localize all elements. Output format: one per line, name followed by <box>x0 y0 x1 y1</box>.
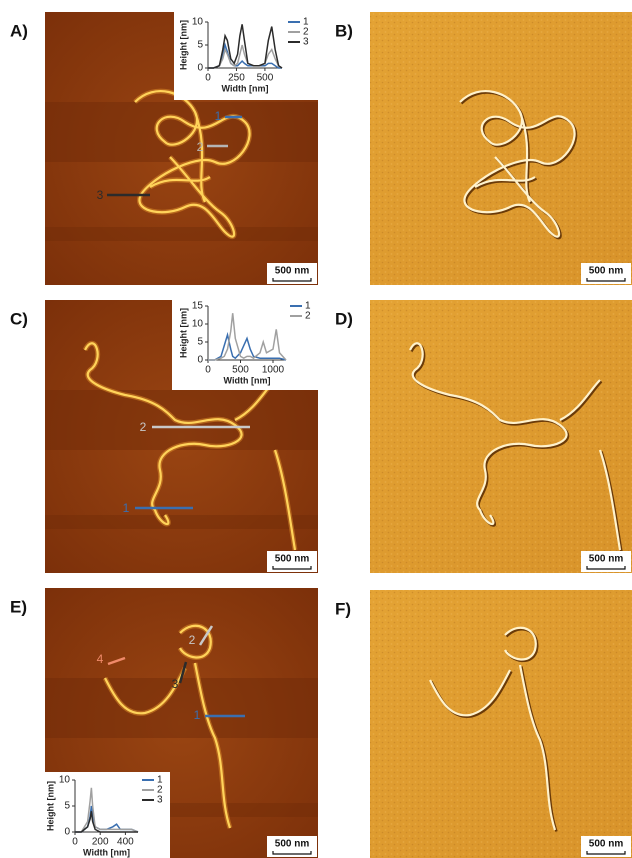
y-tick-label: 5 <box>64 801 70 812</box>
panel-label: B) <box>335 21 353 40</box>
image-grain <box>370 12 632 285</box>
profile-label: 1 <box>194 708 201 722</box>
x-tick-label: 400 <box>117 837 134 848</box>
profile-label: 1 <box>215 109 222 123</box>
y-axis-label: Height [nm] <box>45 781 55 831</box>
panel-label: D) <box>335 309 353 328</box>
y-tick-label: 0 <box>64 827 70 838</box>
scale-bar-label: 500 nm <box>589 839 624 850</box>
legend-label: 2 <box>305 311 311 322</box>
scan-band <box>45 102 318 162</box>
scale-bar-label: 500 nm <box>275 839 310 850</box>
y-axis-label: Height [nm] <box>178 308 188 358</box>
afm-image <box>370 300 632 573</box>
profile-label: 2 <box>197 140 204 154</box>
profile-label: 4 <box>97 652 104 666</box>
x-tick-label: 500 <box>257 73 274 84</box>
scan-band <box>45 227 318 241</box>
x-tick-label: 250 <box>228 73 245 84</box>
figure: A)500 nm12305100250500Width [nm]Height [… <box>0 0 632 858</box>
scale-bar-label: 500 nm <box>589 554 624 565</box>
profile-label: 2 <box>140 420 147 434</box>
x-tick-label: 0 <box>205 73 211 84</box>
x-tick-label: 0 <box>205 365 211 376</box>
panel-label: A) <box>10 21 28 40</box>
x-tick-label: 0 <box>72 837 78 848</box>
x-axis-label: Width [nm] <box>83 847 130 857</box>
x-tick-label: 200 <box>92 837 109 848</box>
y-axis-label: Height [nm] <box>178 20 188 70</box>
y-tick-label: 5 <box>197 40 203 51</box>
scale-bar-label: 500 nm <box>589 266 624 277</box>
legend-label: 3 <box>157 795 163 806</box>
panel-label: F) <box>335 599 351 618</box>
y-tick-label: 10 <box>59 775 71 786</box>
panel-label: E) <box>10 597 27 616</box>
panel-label: C) <box>10 309 28 328</box>
y-tick-label: 0 <box>197 63 203 74</box>
legend-label: 3 <box>303 37 309 48</box>
scan-band <box>45 678 318 738</box>
image-grain <box>370 590 632 858</box>
profile-label: 1 <box>123 501 130 515</box>
image-grain <box>370 300 632 573</box>
afm-image <box>370 590 632 858</box>
scan-band <box>45 515 318 529</box>
x-tick-label: 500 <box>232 365 249 376</box>
y-tick-label: 5 <box>197 337 203 348</box>
y-tick-label: 10 <box>192 17 204 28</box>
y-tick-label: 15 <box>192 301 204 312</box>
profile-label: 3 <box>97 188 104 202</box>
profile-label: 2 <box>189 633 196 647</box>
y-tick-label: 10 <box>192 319 204 330</box>
y-tick-label: 0 <box>197 355 203 366</box>
x-tick-label: 1000 <box>262 365 285 376</box>
scale-bar-label: 500 nm <box>275 266 310 277</box>
x-axis-label: Width [nm] <box>224 375 271 385</box>
profile-label: 3 <box>172 677 179 691</box>
afm-image <box>370 12 632 285</box>
x-axis-label: Width [nm] <box>222 83 269 93</box>
scale-bar-label: 500 nm <box>275 554 310 565</box>
